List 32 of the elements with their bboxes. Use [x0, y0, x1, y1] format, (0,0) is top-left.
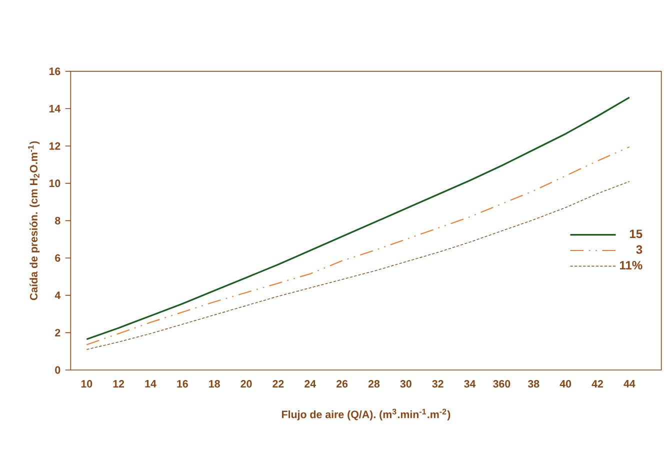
x-tick-label: 44 — [624, 380, 636, 388]
y-tick-label: 2 — [55, 328, 60, 336]
x-tick-label: 10 — [81, 380, 92, 388]
legend-label: 11% — [620, 261, 642, 270]
x-tick-label: 32 — [432, 380, 444, 388]
y-tick-label: 12 — [49, 142, 60, 150]
y-tick-label: 8 — [55, 216, 60, 224]
x-tick-label: 22 — [272, 380, 284, 388]
x-tick-label: 360 — [493, 380, 510, 388]
x-tick-label: 14 — [145, 380, 156, 388]
x-tick-label: 30 — [400, 380, 412, 388]
x-axis-title: Flujo de aire (Q/A). (m$^{3}$.min$^{-1}$.m$^{-2}$) — [282, 408, 450, 420]
y-tick-label: 0 — [55, 366, 60, 374]
x-tick-label: 34 — [464, 380, 476, 388]
x-tick-label: 28 — [368, 380, 380, 388]
x-tick-label: 40 — [560, 380, 572, 388]
y-axis-title: Caída de presión. (cm H$_{2}$O.m$^{-1}$) — [28, 141, 40, 300]
x-tick-label: 38 — [528, 380, 540, 388]
x-tick-label: 24 — [304, 380, 316, 388]
x-tick-label: 18 — [209, 380, 220, 388]
y-tick-label: 10 — [49, 180, 60, 188]
legend-label: 15 — [630, 230, 642, 238]
y-tick-label: 4 — [54, 292, 61, 299]
x-tick-label: 16 — [177, 380, 188, 388]
legend-label: 3 — [636, 245, 642, 254]
x-tick-label: 42 — [592, 380, 603, 388]
y-tick-label: 14 — [49, 104, 61, 112]
y-tick-label: 6 — [55, 254, 60, 262]
x-tick-label: 26 — [336, 380, 348, 388]
x-tick-label: 12 — [113, 380, 124, 388]
x-tick-label: 20 — [240, 380, 252, 388]
y-tick-label: 16 — [49, 68, 60, 76]
